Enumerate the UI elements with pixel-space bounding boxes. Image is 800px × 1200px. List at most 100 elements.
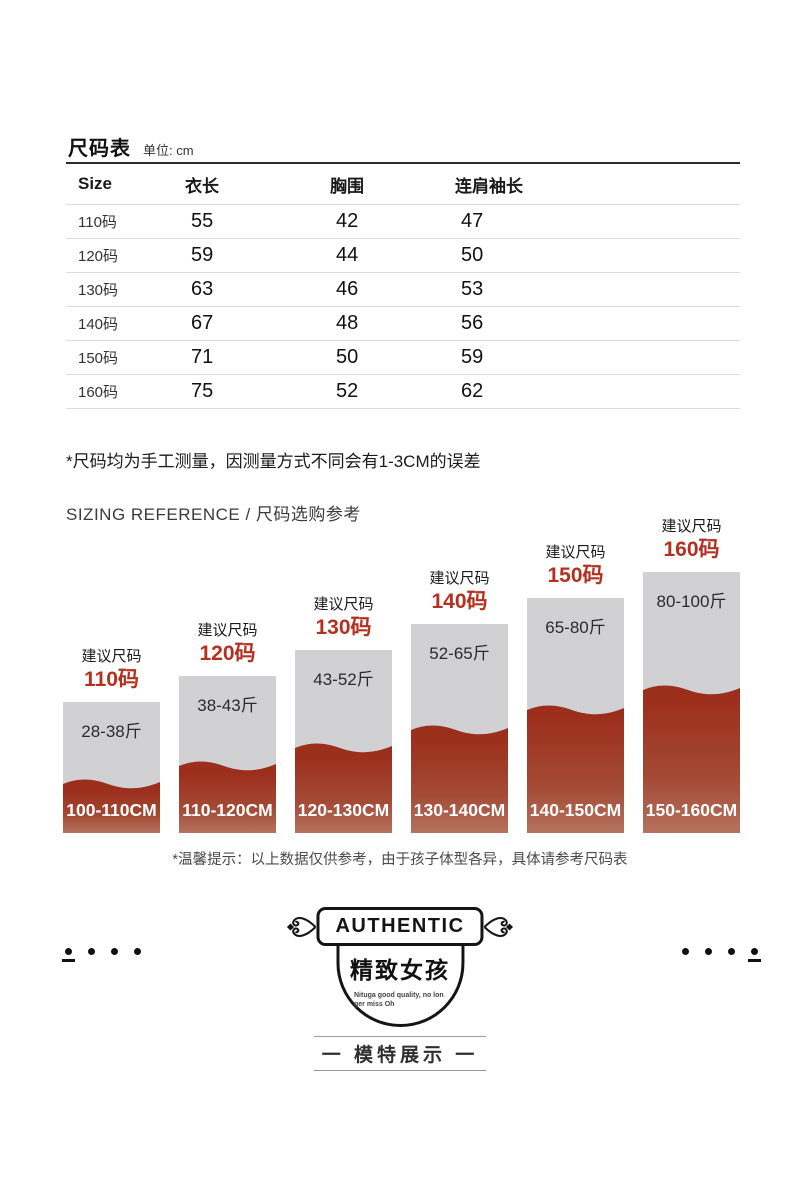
col-header-chest: 胸围 bbox=[330, 176, 364, 196]
row-sleeve: 53 bbox=[461, 278, 484, 300]
flourish-right-icon bbox=[483, 916, 514, 937]
badge-subtext-line1: Nituga good quality, no lon bbox=[353, 992, 444, 999]
row-size: 110码 bbox=[78, 214, 117, 231]
badge-title: 精致女孩 bbox=[349, 957, 450, 983]
table-header-row: Size 衣长 胸围 连肩袖长 bbox=[66, 164, 740, 205]
table-row: 150码 71 50 59 bbox=[66, 341, 740, 375]
row-sleeve: 56 bbox=[461, 312, 484, 334]
dot-icon bbox=[728, 948, 735, 955]
suggest-label: 建议尺码 bbox=[429, 570, 490, 587]
bar-red-body bbox=[643, 697, 740, 833]
authentic-badge: AUTHENTIC 精致女孩 Nituga good quality, no l… bbox=[286, 907, 514, 1027]
bar-red-zone bbox=[179, 757, 276, 833]
table-row: 110码 55 42 47 bbox=[66, 205, 740, 239]
bar: 52-65斤 130-140CM bbox=[411, 624, 508, 833]
bar-red-zone bbox=[527, 701, 624, 833]
suggest-label: 建议尺码 bbox=[545, 544, 606, 561]
dash-icon bbox=[748, 959, 761, 962]
row-size: 130码 bbox=[78, 282, 119, 299]
suggest-label: 建议尺码 bbox=[197, 622, 258, 639]
table-row: 120码 59 44 50 bbox=[66, 239, 740, 273]
bar-caption: 建议尺码 140码 bbox=[429, 570, 489, 615]
weight-range-label: 52-65斤 bbox=[429, 644, 490, 663]
suggest-label: 建议尺码 bbox=[81, 648, 142, 665]
suggest-size: 140码 bbox=[431, 589, 488, 613]
suggest-size: 150码 bbox=[547, 563, 604, 587]
size-table-unit: 单位: cm bbox=[143, 143, 194, 158]
bar-caption: 建议尺码 120码 bbox=[197, 622, 257, 667]
dot-icon bbox=[62, 948, 75, 962]
weight-range-label: 28-38斤 bbox=[81, 722, 142, 741]
bar: 65-80斤 140-150CM bbox=[527, 598, 624, 833]
measurement-note: *尺码均为手工测量，因测量方式不同会有1-3CM的误差 bbox=[66, 452, 481, 471]
chart-disclaimer-note: *温馨提示：以上数据仅供参考，由于孩子体型各异，具体请参考尺码表 bbox=[172, 852, 628, 868]
bar-red-zone bbox=[295, 739, 392, 833]
wave-shape bbox=[527, 705, 624, 717]
row-sleeve: 50 bbox=[461, 244, 484, 266]
badge-shield: 精致女孩 Nituga good quality, no lon ger mis… bbox=[335, 941, 464, 1027]
chart-bar-column: 建议尺码 120码 38-43斤 110-120CM bbox=[179, 622, 276, 833]
sizing-bar-chart: 建议尺码 110码 28-38斤 100-110CM 建议尺码 120码 38-… bbox=[63, 518, 740, 833]
dash-icon bbox=[62, 959, 75, 962]
suggest-label: 建议尺码 bbox=[313, 596, 374, 613]
bar-red-body bbox=[411, 737, 508, 833]
dot-icon bbox=[748, 948, 761, 962]
size-table-header: 尺码表 单位: cm bbox=[68, 132, 194, 161]
badge-banner-row: AUTHENTIC bbox=[286, 907, 514, 946]
row-length: 59 bbox=[191, 244, 214, 266]
dots-ornament-right-icon bbox=[682, 948, 761, 962]
row-size: 150码 bbox=[78, 350, 119, 367]
bar-caption: 建议尺码 110码 bbox=[81, 648, 141, 693]
suggest-size: 120码 bbox=[199, 641, 256, 665]
bar-caption: 建议尺码 160码 bbox=[661, 518, 721, 563]
sizing-reference-title: SIZING REFERENCE / 尺码选购参考 bbox=[66, 505, 361, 524]
row-chest: 50 bbox=[336, 346, 359, 368]
suggest-label: 建议尺码 bbox=[661, 518, 722, 535]
row-size: 140码 bbox=[78, 316, 119, 333]
row-length: 55 bbox=[191, 210, 214, 232]
wave-shape bbox=[295, 743, 392, 755]
bar-red-zone bbox=[411, 721, 508, 833]
suggest-size: 160码 bbox=[663, 537, 720, 561]
dot-icon bbox=[111, 948, 118, 955]
wave-shape bbox=[411, 725, 508, 737]
height-range-label: 130-140CM bbox=[413, 800, 506, 820]
model-section-header: 一 模特展示 一 bbox=[314, 1036, 486, 1071]
row-size: 120码 bbox=[78, 248, 119, 265]
bar: 43-52斤 120-130CM bbox=[295, 650, 392, 833]
row-sleeve: 47 bbox=[461, 210, 484, 232]
size-table: Size 衣长 胸围 连肩袖长 110码 55 42 47 120码 59 44… bbox=[66, 162, 740, 409]
dot-icon bbox=[134, 948, 141, 955]
table-row: 140码 67 48 56 bbox=[66, 307, 740, 341]
badge-subtext-line2: ger miss Oh bbox=[353, 1001, 395, 1009]
height-range-label: 150-160CM bbox=[645, 800, 738, 820]
row-length: 71 bbox=[191, 346, 214, 368]
bar-red-zone bbox=[63, 775, 160, 833]
bar: 80-100斤 150-160CM bbox=[643, 572, 740, 833]
table-row: 160码 75 52 62 bbox=[66, 375, 740, 409]
bar: 38-43斤 110-120CM bbox=[179, 676, 276, 833]
wave-shape bbox=[179, 761, 276, 773]
col-header-size: Size bbox=[78, 174, 113, 193]
bar-caption: 建议尺码 150码 bbox=[545, 544, 605, 589]
bar-red-body bbox=[527, 717, 624, 833]
table-row: 130码 63 46 53 bbox=[66, 273, 740, 307]
col-header-sleeve: 连肩袖长 bbox=[455, 176, 523, 196]
row-length: 63 bbox=[191, 278, 214, 300]
badge-banner-text: AUTHENTIC bbox=[316, 907, 484, 946]
dot-icon bbox=[705, 948, 712, 955]
weight-range-label: 43-52斤 bbox=[313, 670, 374, 689]
dots-ornament-left-icon bbox=[62, 948, 141, 962]
badge-subtext: Nituga good quality, no lon ger miss Oh bbox=[354, 991, 446, 1010]
bar-red-body bbox=[179, 773, 276, 833]
row-sleeve: 59 bbox=[461, 346, 484, 368]
row-chest: 48 bbox=[336, 312, 359, 334]
flourish-left-icon bbox=[286, 916, 317, 937]
bar-red-body bbox=[63, 791, 160, 833]
row-length: 75 bbox=[191, 380, 214, 402]
suggest-size: 130码 bbox=[315, 615, 372, 639]
bar: 28-38斤 100-110CM bbox=[63, 702, 160, 833]
suggest-size: 110码 bbox=[84, 667, 139, 691]
height-range-label: 110-120CM bbox=[182, 800, 273, 820]
